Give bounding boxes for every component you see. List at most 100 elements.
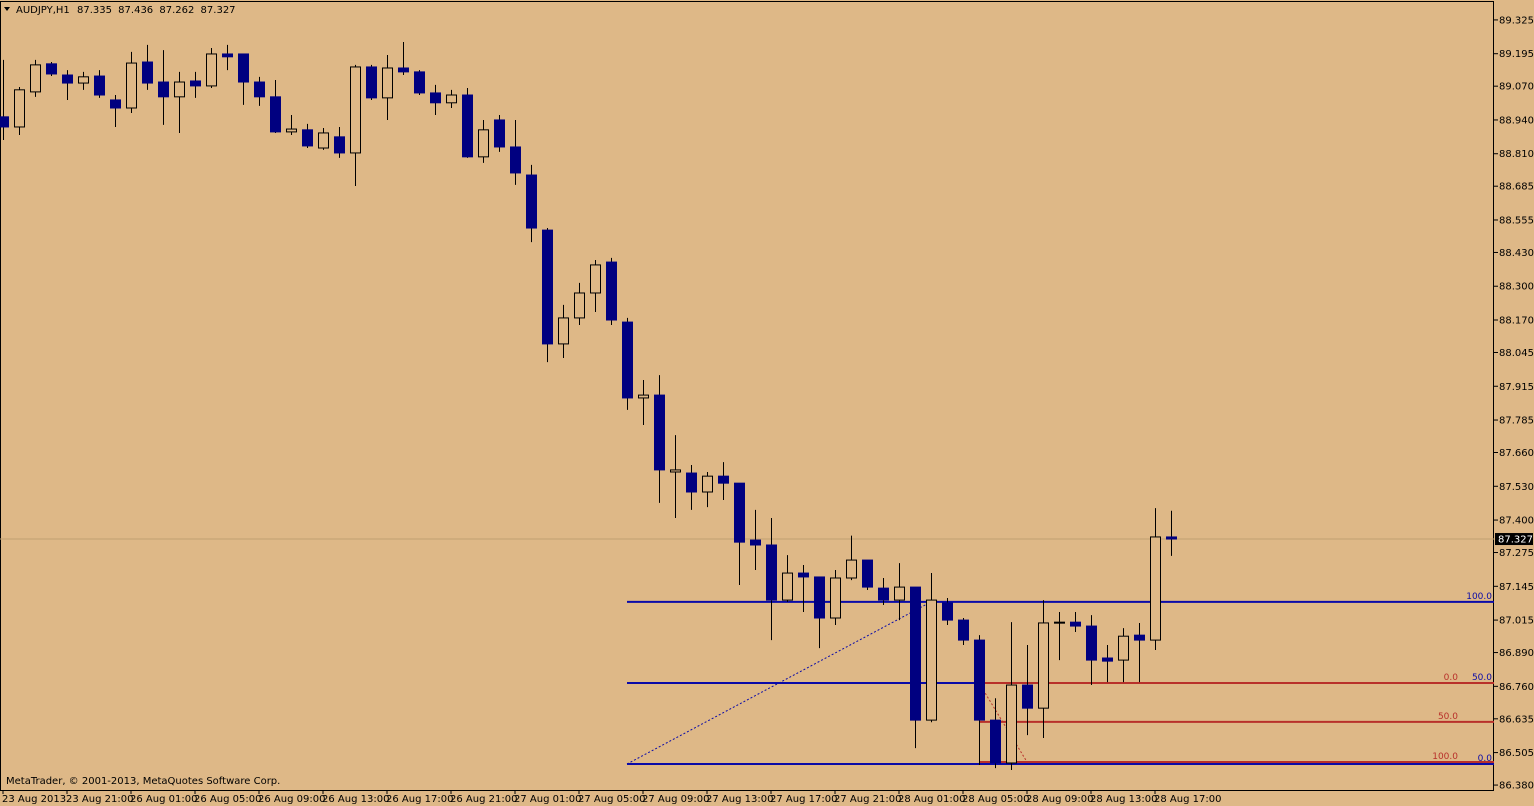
candle-body [174, 81, 185, 98]
x-tick-label: 26 Aug 05:00 [194, 794, 261, 805]
candle-body [1102, 657, 1113, 662]
header: AUDJPY,H1 87.335 87.436 87.262 87.327 [16, 5, 236, 16]
x-tick-label: 28 Aug 17:00 [1154, 794, 1221, 805]
candle-body [718, 475, 729, 484]
candle-body [590, 264, 601, 294]
y-tick-label: 88.940 [1499, 115, 1534, 126]
candle-body [0, 116, 9, 128]
last-open: 87.335 [77, 5, 112, 16]
candle-body [270, 96, 281, 133]
candle-body [686, 472, 697, 493]
y-tick-label: 88.300 [1499, 282, 1534, 293]
candle-body [446, 94, 457, 104]
candle-body [478, 129, 489, 158]
candle-body [878, 587, 889, 601]
x-tick-label: 28 Aug 01:00 [898, 794, 965, 805]
candle-body [414, 71, 425, 94]
y-tick-label: 89.195 [1499, 49, 1534, 60]
x-tick-label: 27 Aug 05:00 [578, 794, 645, 805]
candle-body [126, 62, 137, 109]
candle-body [142, 61, 153, 84]
y-tick-label: 87.530 [1499, 482, 1534, 493]
y-tick-label: 87.660 [1499, 448, 1534, 459]
y-tick-label: 88.170 [1499, 316, 1534, 327]
x-tick-label: 23 Aug 21:00 [66, 794, 133, 805]
candle-body [206, 53, 217, 87]
x-tick-label: 26 Aug 17:00 [386, 794, 453, 805]
candle-body [1006, 684, 1017, 764]
candle-body [1134, 634, 1145, 641]
candle-body [1038, 622, 1049, 709]
candle-body [238, 53, 249, 83]
candle-body [1022, 684, 1033, 709]
x-tick-label: 27 Aug 01:00 [514, 794, 581, 805]
x-tick-label: 27 Aug 13:00 [706, 794, 773, 805]
candle-body [574, 292, 585, 319]
x-tick-label: 27 Aug 21:00 [834, 794, 901, 805]
candle-body [14, 89, 25, 128]
x-tick-label: 28 Aug 09:00 [1026, 794, 1093, 805]
candle-body [990, 719, 1001, 764]
candle-body [254, 81, 265, 98]
y-tick-label: 88.430 [1499, 248, 1534, 259]
candle-body [526, 174, 537, 229]
candle-body [158, 81, 169, 98]
fib-label: 100.0 [1432, 752, 1458, 762]
candle-body [542, 229, 553, 345]
x-tick-label: 28 Aug 05:00 [962, 794, 1029, 805]
candle-body [814, 576, 825, 619]
price-box-label: 87.327 [1498, 535, 1533, 546]
candle-body [862, 559, 873, 588]
candle-body [894, 586, 905, 601]
copyright: MetaTrader, © 2001-2013, MetaQuotes Soft… [6, 776, 280, 787]
candle-body [510, 146, 521, 174]
y-tick-label: 89.325 [1499, 15, 1534, 26]
candle-body [302, 129, 313, 147]
fib-label: 50.0 [1438, 712, 1458, 722]
candle-body [190, 80, 201, 87]
x-tick-label: 27 Aug 17:00 [770, 794, 837, 805]
candle-body [702, 475, 713, 493]
x-tick-label: 28 Aug 13:00 [1090, 794, 1157, 805]
candle-body [766, 544, 777, 601]
y-tick-label: 86.635 [1499, 714, 1534, 725]
candle-body [222, 53, 233, 58]
y-tick-label: 88.555 [1499, 215, 1534, 226]
fib-label: 0.0 [1444, 673, 1459, 683]
symbol: AUDJPY,H1 [16, 5, 70, 16]
candle-body [910, 586, 921, 721]
candle-body [846, 559, 857, 579]
candle-body [622, 321, 633, 399]
y-tick-label: 87.015 [1499, 616, 1534, 627]
candle-body [382, 67, 393, 99]
candle-body [558, 317, 569, 345]
candle-body [750, 539, 761, 546]
y-tick-label: 88.810 [1499, 149, 1534, 160]
candle-body [942, 602, 953, 621]
candle-body [926, 599, 937, 721]
candle-body [798, 572, 809, 578]
y-tick-label: 87.785 [1499, 416, 1534, 427]
candle-body [1054, 621, 1065, 624]
candle-body [46, 63, 57, 75]
y-tick-label: 87.915 [1499, 382, 1534, 393]
menu-arrow[interactable] [4, 7, 10, 11]
last-high: 87.436 [118, 5, 153, 16]
candle-body [974, 639, 985, 721]
x-tick-label: 23 Aug 2013 [2, 794, 66, 805]
candle-body [670, 469, 681, 473]
candle-body [462, 94, 473, 158]
y-tick-label: 87.275 [1499, 548, 1534, 559]
plot-frame [0, 1, 1494, 791]
candle-body [350, 66, 361, 154]
candle-body [30, 64, 41, 93]
fib-label: 50.0 [1472, 673, 1492, 683]
candle-body [110, 99, 121, 109]
fib-label: 100.0 [1466, 592, 1492, 602]
candle-body [94, 75, 105, 96]
candle-body [318, 132, 329, 149]
candle-body [782, 572, 793, 601]
candle-body [654, 394, 665, 471]
candle-body [1086, 625, 1097, 661]
